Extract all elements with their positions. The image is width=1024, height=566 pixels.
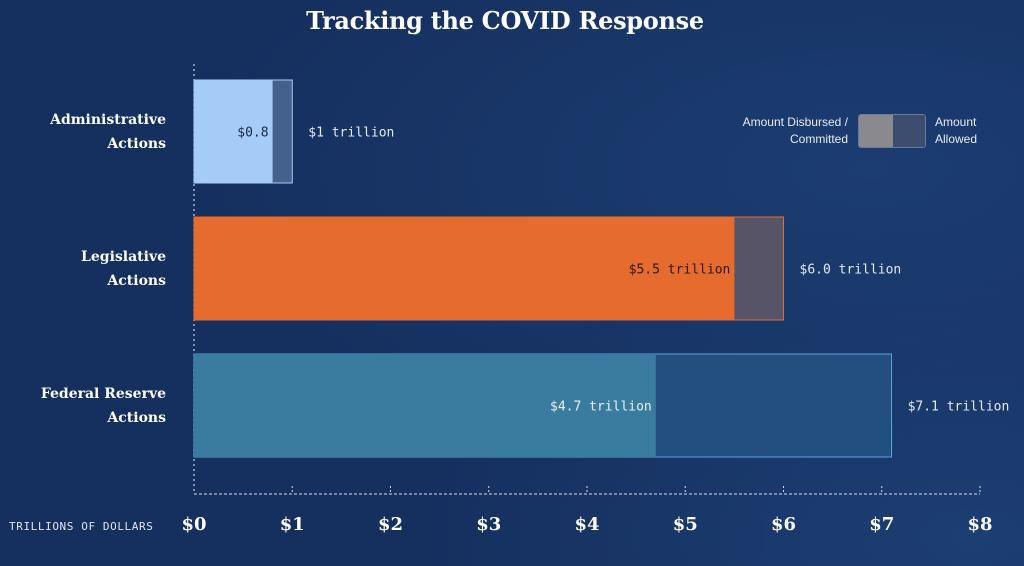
x-tick-label: $1 [279, 514, 305, 535]
x-axis-title: TRILLIONS OF DOLLARS [9, 520, 154, 533]
category-label-legislative: Legislative Actions [6, 245, 166, 293]
category-label-line: Actions [107, 136, 166, 152]
x-tick-label: $4 [574, 514, 600, 535]
legend-text: Amount Disbursed / [742, 115, 848, 129]
bar-allowed-label: $6.0 trillion [800, 263, 902, 278]
category-label-line: Actions [107, 273, 166, 289]
bar-allowed-label: $7.1 trillion [908, 400, 1010, 415]
bar-disbursed-label: $0.8 [237, 126, 268, 141]
legend-swatch-disbursed [859, 115, 893, 147]
bar-disbursed-label: $4.7 trillion [550, 400, 652, 415]
x-tick-label: $2 [377, 514, 404, 535]
legend-swatch-allowed [893, 115, 925, 147]
legend-swatch [858, 114, 926, 148]
x-tick-label: $7 [869, 514, 895, 535]
x-tick-label: $0 [181, 514, 207, 535]
legend-text: Allowed [935, 132, 978, 146]
x-tick-label: $8 [967, 514, 993, 535]
bar-disbursed [194, 354, 656, 457]
x-tick-label: $6 [770, 514, 797, 535]
legend-allowed-label: Amount Allowed [935, 114, 977, 148]
legend-disbursed-label: Amount Disbursed / Committed [700, 114, 848, 148]
category-label-federal-reserve: Federal Reserve Actions [6, 382, 166, 430]
category-label-line: Federal Reserve [40, 386, 166, 402]
x-tick-label: $5 [672, 514, 698, 535]
chart-title: Tracking the COVID Response [306, 6, 704, 35]
category-label-line: Legislative [81, 249, 166, 265]
bar-disbursed-label: $5.5 trillion [629, 263, 731, 278]
bar-allowed-label: $1 trillion [308, 126, 394, 141]
legend-text: Amount [935, 115, 977, 129]
category-label-administrative: Administrative Actions [6, 108, 166, 156]
category-label-line: Actions [107, 410, 166, 426]
x-tick-label: $3 [476, 514, 502, 535]
legend-text: Committed [789, 132, 848, 146]
category-label-line: Administrative [50, 112, 166, 128]
bar-disbursed [194, 80, 273, 183]
bar-disbursed [194, 217, 735, 320]
